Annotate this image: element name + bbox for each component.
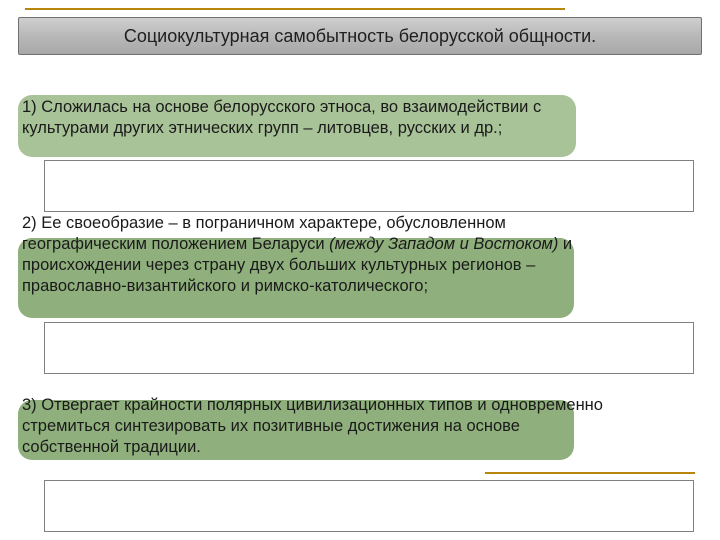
white-box-3	[44, 480, 694, 532]
paragraph-2-italic: (между Западом и Востоком)	[329, 235, 558, 253]
slide-title: Социокультурная самобытность белорусской…	[18, 17, 702, 55]
white-box-1	[44, 160, 694, 212]
decorative-line-top	[25, 8, 565, 10]
decorative-line-bottom	[485, 472, 695, 474]
paragraph-2: 2) Ее своеобразие – в пограничном характ…	[22, 213, 612, 297]
white-box-2	[44, 322, 694, 374]
paragraph-1: 1) Сложилась на основе белорусского этно…	[22, 97, 612, 139]
paragraph-3: 3) Отвергает крайности полярных цивилиза…	[22, 395, 612, 458]
